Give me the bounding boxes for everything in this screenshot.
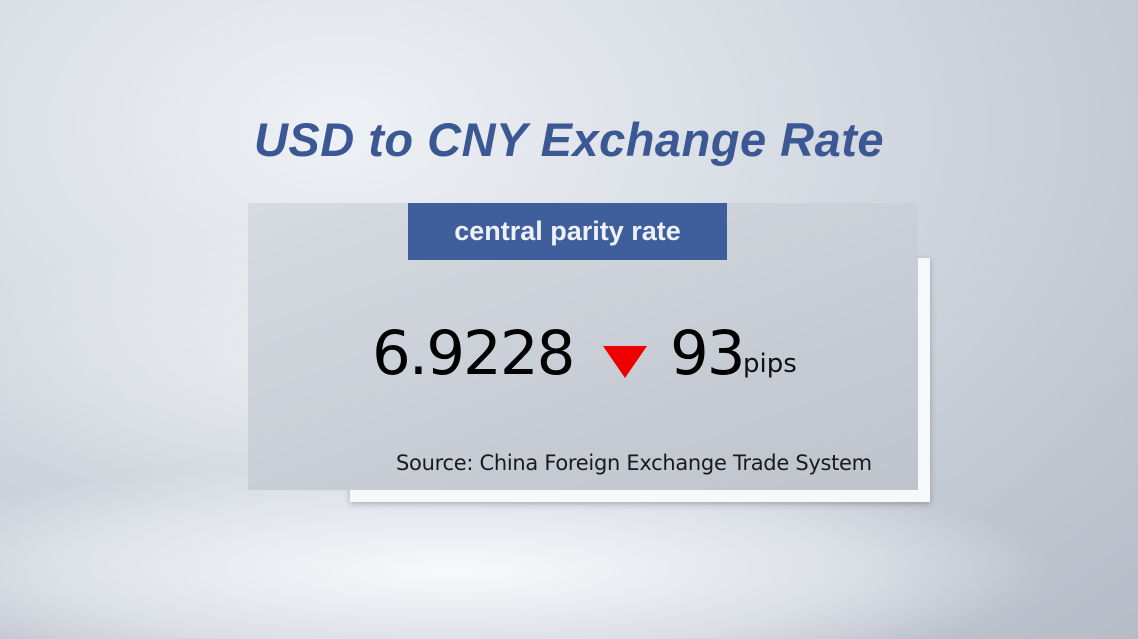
- change-unit: pips: [743, 349, 797, 379]
- rate-type-text: central parity rate: [454, 216, 681, 246]
- down-triangle-icon: [603, 346, 647, 378]
- source-text: Source: China Foreign Exchange Trade Sys…: [396, 451, 872, 475]
- rate-type-label: central parity rate: [408, 203, 727, 260]
- graphic-title: USD to CNY Exchange Rate: [253, 113, 885, 166]
- exchange-rate-value: 6.9228: [372, 318, 575, 389]
- change-value: 93: [670, 318, 746, 389]
